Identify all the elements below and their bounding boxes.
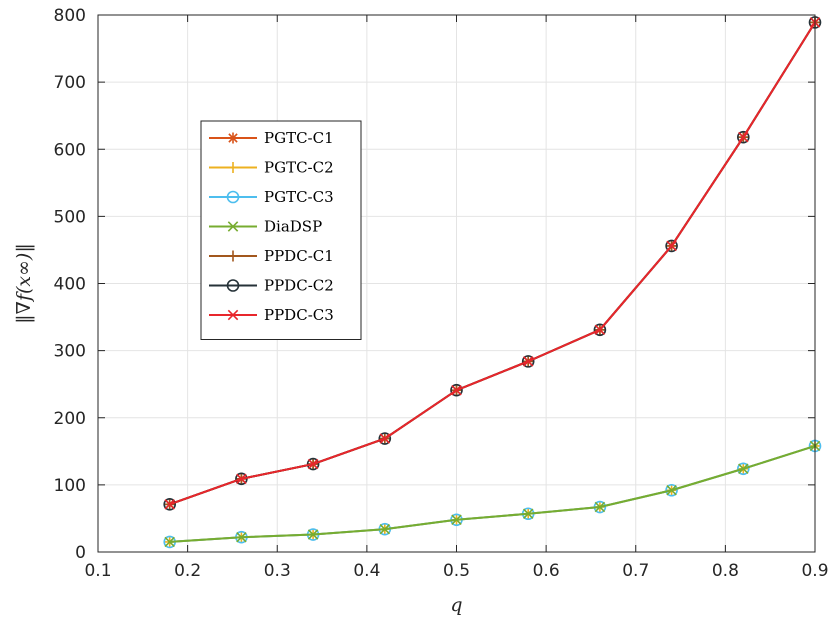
data-point-marker [451, 384, 462, 396]
data-point-marker [164, 536, 175, 548]
data-point-marker [378, 432, 392, 445]
data-point-marker [665, 483, 678, 497]
series-line [169, 444, 816, 543]
legend-entry: PPDC-C2 [209, 277, 334, 295]
legend-entry: PGTC-C2 [209, 159, 334, 177]
legend: PGTC-C1 PGTC-C2 PGTC-C3 DiaDSP PPDC-C1 PPDC-C… [200, 120, 362, 340]
x-tick-label: 0.9 [801, 561, 828, 581]
data-point-marker [164, 499, 175, 510]
y-tick-label: 200 [54, 409, 86, 429]
y-tick-label: 800 [54, 6, 86, 26]
data-point-marker [379, 523, 391, 535]
legend-box [200, 120, 362, 340]
data-point-marker [521, 355, 535, 368]
y-tick-label: 500 [54, 207, 86, 227]
data-point-marker [451, 514, 462, 526]
tick-labels: 0.1 0.2 0.3 0.4 0.5 0.6 0.7 0.8 0.9 0 100 200 300 400… [54, 6, 828, 581]
data-point-marker [227, 309, 239, 321]
data-point-marker [236, 473, 247, 485]
series-ppdc-c3 [164, 17, 821, 510]
data-point-marker [665, 239, 678, 253]
data-point-marker [236, 531, 247, 543]
series-line [169, 444, 816, 543]
data-point-marker [738, 463, 749, 475]
legend-label: PGTC-C2 [264, 159, 334, 177]
x-tick-label: 0.6 [533, 561, 560, 581]
tick-marks [97, 14, 816, 553]
data-point-marker [736, 462, 750, 476]
data-point-marker [666, 485, 677, 496]
x-tick-label: 0.5 [443, 561, 470, 581]
data-point-marker [307, 458, 319, 470]
legend-entry: PPDC-C3 [209, 306, 334, 324]
data-point-marker [163, 498, 176, 511]
x-tick-label: 0.7 [622, 561, 649, 581]
data-point-marker [227, 132, 239, 144]
data-point-marker [594, 324, 606, 336]
data-point-marker [226, 190, 240, 204]
legend-label: DiaDSP [264, 218, 322, 236]
series-pgtc-c2 [164, 440, 821, 548]
legend-label: PPDC-C3 [264, 306, 334, 324]
data-point-marker [227, 221, 239, 232]
data-point-marker [307, 529, 319, 540]
x-axis-label: q [450, 594, 462, 616]
series-pgtc-c3 [163, 439, 822, 549]
legend-entry: PGTC-C3 [209, 188, 334, 206]
x-tick-label: 0.3 [264, 561, 291, 581]
y-axis-label: ‖∇f(x∞)‖ [13, 243, 35, 324]
data-point-marker [306, 457, 320, 471]
y-tick-label: 600 [54, 140, 86, 160]
legend-label: PPDC-C2 [264, 277, 334, 295]
data-point-marker [736, 130, 750, 144]
legend-entry: PGTC-C1 [209, 129, 334, 147]
data-point-marker [379, 433, 391, 444]
x-tick-label: 0.8 [712, 561, 739, 581]
data-point-marker [522, 356, 534, 367]
series-layer [163, 16, 822, 549]
x-tick-label: 0.2 [174, 561, 201, 581]
series-line [169, 21, 816, 506]
x-tick-label: 0.4 [353, 561, 380, 581]
legend-label: PPDC-C1 [264, 247, 334, 265]
legend-label: PGTC-C1 [264, 129, 334, 147]
series-line [169, 444, 816, 543]
data-point-marker [594, 501, 606, 513]
x-tick-label: 0.1 [84, 561, 111, 581]
y-tick-label: 0 [75, 543, 86, 563]
y-tick-label: 400 [54, 275, 86, 295]
data-point-marker [227, 250, 239, 262]
data-point-marker [738, 131, 749, 143]
legend-label: PGTC-C3 [264, 188, 334, 206]
data-point-marker [227, 162, 239, 173]
data-point-marker [226, 279, 240, 292]
series-diadsp [164, 440, 821, 548]
legend-entry: DiaDSP [209, 218, 322, 236]
y-tick-label: 300 [54, 342, 86, 362]
data-point-marker [522, 508, 534, 519]
data-point-marker [235, 472, 248, 486]
y-tick-label: 100 [54, 476, 86, 496]
data-point-marker [450, 383, 463, 397]
data-point-marker [666, 240, 677, 252]
y-tick-label: 700 [54, 73, 86, 93]
data-point-marker [593, 323, 607, 337]
legend-entry: PPDC-C1 [209, 247, 334, 265]
